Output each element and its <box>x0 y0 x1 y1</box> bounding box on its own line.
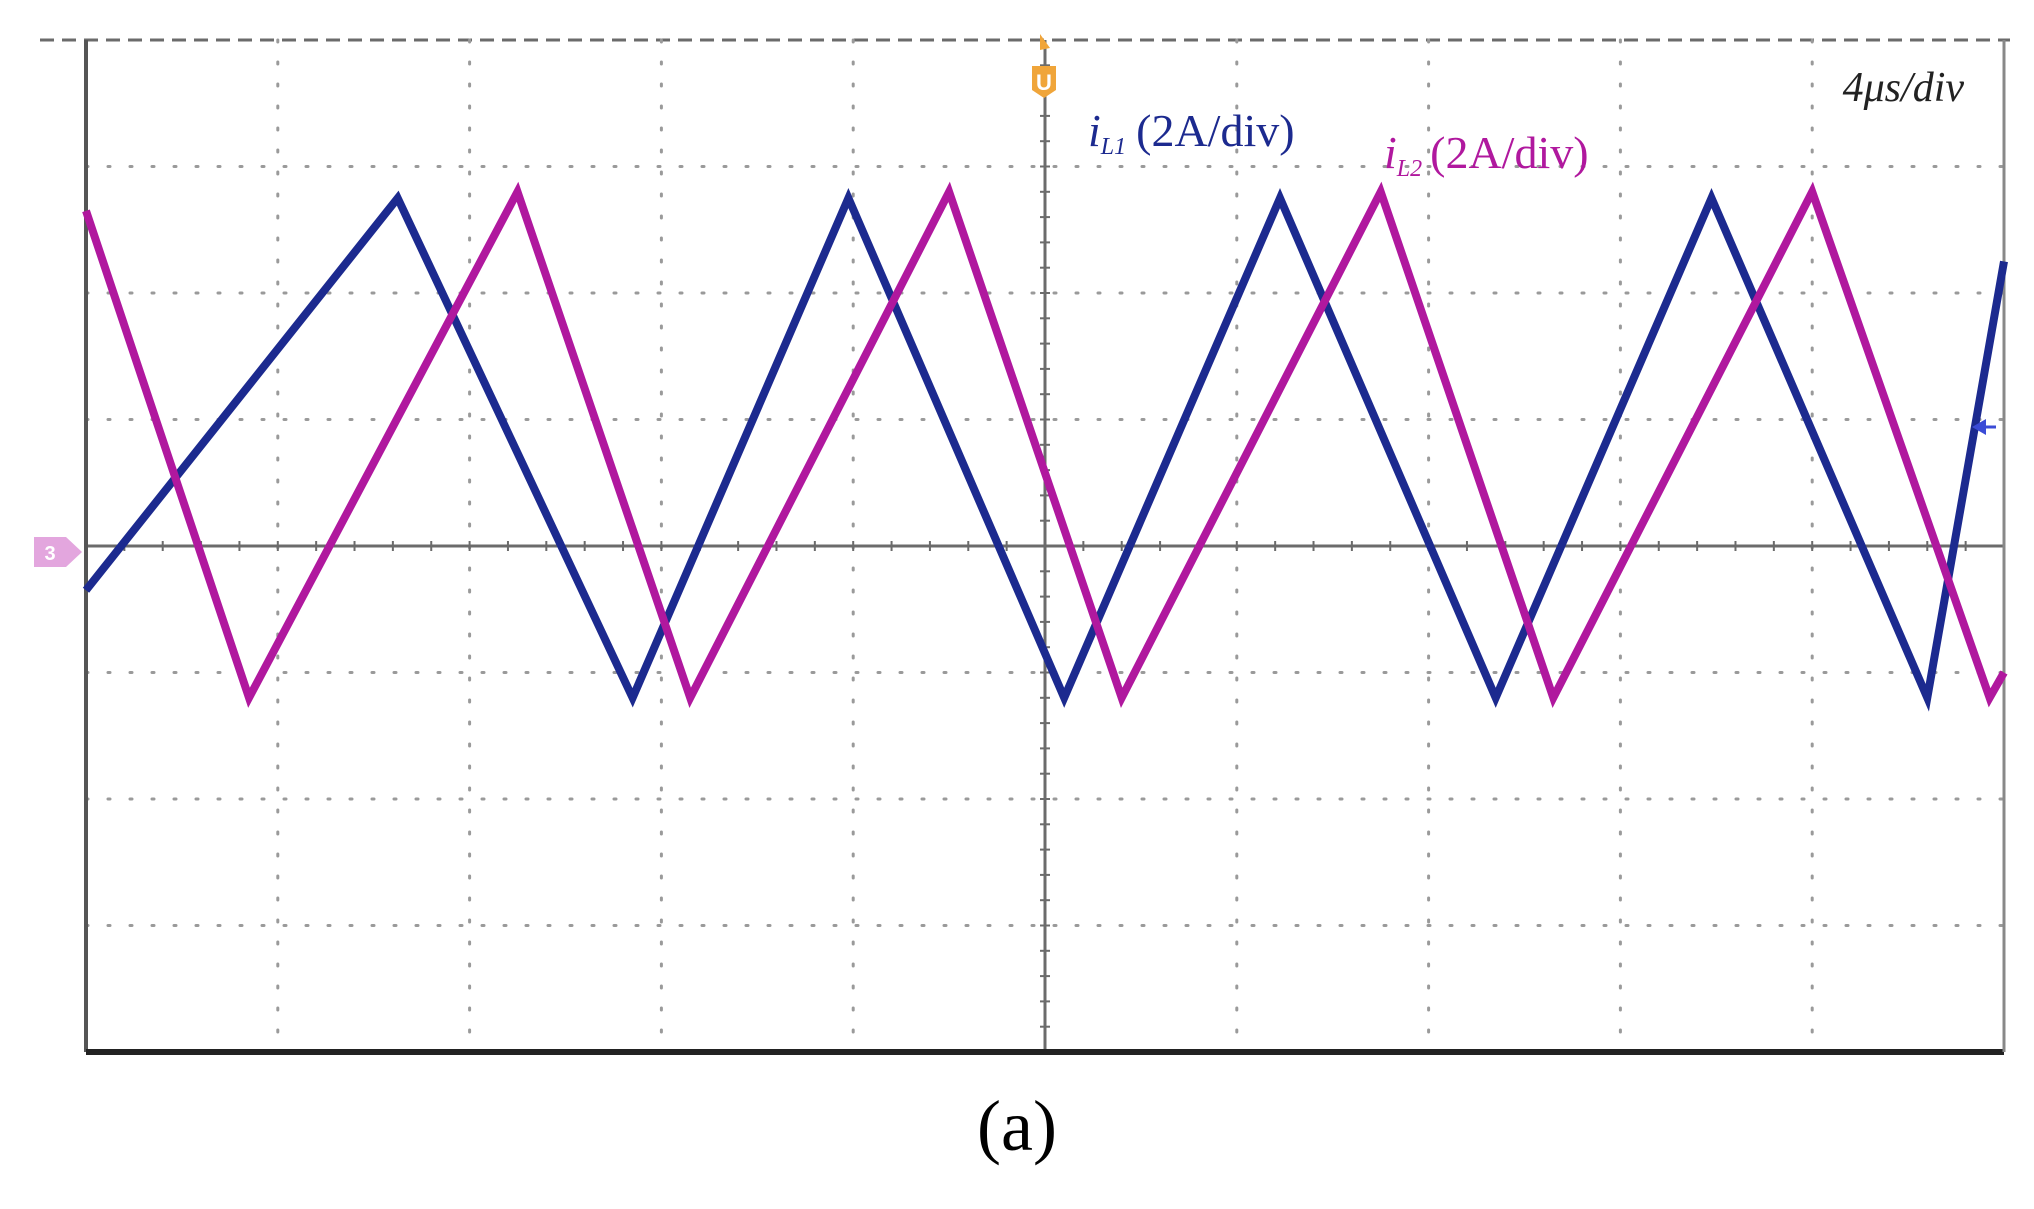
series-line-il2 <box>82 181 2008 709</box>
series-label-il1: iL1 (2A/div) <box>1088 105 1295 160</box>
oscilloscope-plot: U 3 4μs/div iL1 (2A/div) iL2 (2A/div) <box>34 34 2010 1055</box>
figure-caption: (a) <box>977 1086 1057 1166</box>
series-label-il2-scale: (2A/div) <box>1430 127 1588 178</box>
channel-ground-marker-icon: 3 <box>34 537 82 567</box>
timebase-label: 4μs/div <box>1843 65 1965 111</box>
series-label-il2-symbol: i <box>1384 127 1397 178</box>
svg-text:U: U <box>1036 70 1052 95</box>
svg-text:3: 3 <box>44 543 55 565</box>
series-label-il1-scale: (2A/div) <box>1136 105 1294 156</box>
series-label-il1-subscript: L1 <box>1100 134 1126 160</box>
series-line-il1 <box>82 188 2008 712</box>
series-label-il2: iL2 (2A/div) <box>1384 127 1589 182</box>
center-axes <box>86 40 2004 1052</box>
series-label-il1-symbol: i <box>1088 105 1101 156</box>
trigger-level-marker-icon <box>1972 419 1996 435</box>
trigger-position-marker-icon: U <box>1032 34 1056 98</box>
series-label-il2-subscript: L2 <box>1396 156 1422 182</box>
waveforms <box>82 181 2008 712</box>
